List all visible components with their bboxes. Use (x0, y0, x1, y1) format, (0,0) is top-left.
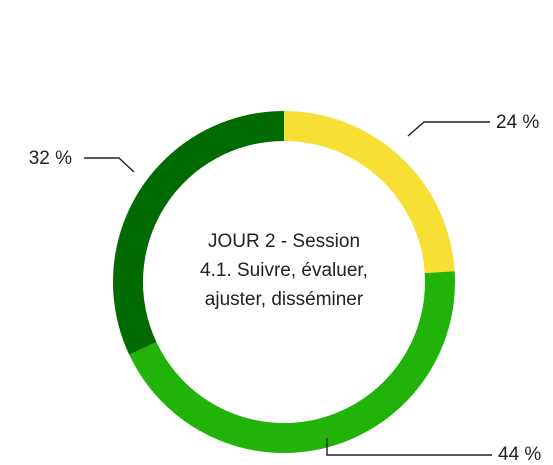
donut-segment (112, 111, 285, 355)
leader-line (84, 157, 135, 173)
data-label: 24 % (496, 112, 539, 133)
leader-line (407, 121, 490, 137)
data-label: 32 % (29, 148, 72, 169)
center-text: JOUR 2 - Session (208, 231, 360, 252)
donut-segment (129, 271, 455, 453)
donut-segment (284, 111, 455, 274)
center-label: JOUR 2 - Session 4.1. Suivre, évaluer, aju… (200, 231, 368, 310)
leader-line (326, 438, 492, 456)
donut (112, 111, 455, 453)
center-text: ajuster, disséminer (205, 289, 364, 310)
center-text: 4.1. Suivre, évaluer, (200, 260, 368, 281)
data-label: 44 % (498, 444, 541, 465)
